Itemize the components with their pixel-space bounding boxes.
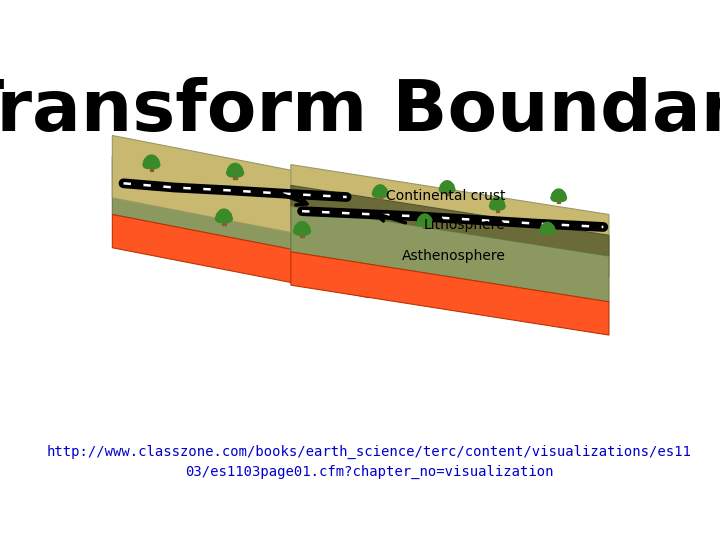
Circle shape: [378, 190, 388, 197]
Circle shape: [420, 214, 430, 221]
Bar: [233, 173, 237, 179]
Circle shape: [417, 219, 427, 226]
Circle shape: [495, 202, 505, 210]
Bar: [379, 194, 382, 199]
Circle shape: [297, 221, 307, 229]
Circle shape: [227, 169, 237, 177]
Text: Continental crust: Continental crust: [386, 189, 505, 203]
Circle shape: [373, 186, 387, 197]
Text: http://www.classzone.com/books/earth_science/terc/content/visualizations/es11
03: http://www.classzone.com/books/earth_sci…: [47, 445, 691, 479]
Circle shape: [228, 165, 243, 176]
Bar: [446, 190, 449, 195]
Polygon shape: [112, 177, 369, 265]
Bar: [150, 165, 153, 171]
Circle shape: [490, 199, 504, 209]
Circle shape: [540, 227, 549, 235]
Circle shape: [423, 219, 433, 226]
Circle shape: [440, 182, 454, 192]
Polygon shape: [112, 214, 369, 298]
Circle shape: [300, 227, 310, 235]
Circle shape: [215, 215, 226, 222]
Bar: [557, 198, 560, 204]
Bar: [546, 231, 549, 237]
Circle shape: [222, 215, 233, 222]
Circle shape: [439, 186, 449, 193]
Circle shape: [554, 189, 564, 196]
Text: Transform Boundary: Transform Boundary: [0, 77, 720, 146]
Circle shape: [551, 194, 561, 201]
Circle shape: [294, 227, 304, 235]
Polygon shape: [291, 252, 609, 335]
Bar: [423, 223, 426, 228]
Text: Asthenosphere: Asthenosphere: [402, 249, 505, 263]
Circle shape: [552, 190, 566, 200]
Circle shape: [217, 210, 231, 221]
Polygon shape: [291, 185, 609, 256]
Circle shape: [541, 224, 554, 234]
Text: Lithosphere: Lithosphere: [424, 218, 505, 232]
Circle shape: [149, 161, 160, 168]
Circle shape: [445, 186, 455, 193]
Bar: [496, 206, 499, 212]
Circle shape: [294, 223, 310, 234]
Bar: [300, 231, 304, 237]
Circle shape: [418, 215, 432, 226]
Circle shape: [546, 227, 555, 235]
Polygon shape: [291, 165, 609, 277]
Circle shape: [143, 161, 153, 168]
Circle shape: [375, 185, 385, 192]
Circle shape: [442, 181, 452, 188]
Polygon shape: [291, 206, 609, 302]
Circle shape: [219, 209, 229, 217]
Circle shape: [557, 194, 567, 201]
Circle shape: [230, 164, 240, 171]
Polygon shape: [112, 156, 369, 227]
Circle shape: [146, 155, 157, 163]
Circle shape: [372, 190, 382, 197]
Circle shape: [233, 169, 243, 177]
Circle shape: [492, 198, 502, 205]
Circle shape: [490, 202, 499, 210]
Circle shape: [144, 156, 159, 167]
Polygon shape: [112, 136, 369, 248]
Bar: [222, 219, 225, 225]
Circle shape: [543, 222, 552, 230]
